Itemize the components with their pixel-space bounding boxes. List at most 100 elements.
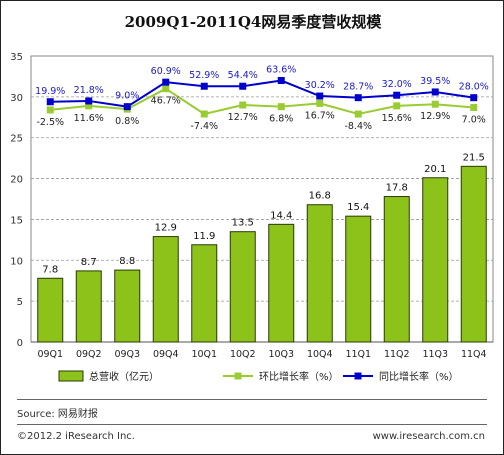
yoy-label: 60.9% bbox=[151, 66, 181, 77]
qoq-marker bbox=[354, 110, 362, 118]
yoy-label: 28.7% bbox=[343, 82, 373, 93]
footer-divider-bottom bbox=[17, 424, 487, 425]
y-tick-label: 30 bbox=[10, 93, 23, 104]
bar-value-label: 20.1 bbox=[424, 164, 446, 175]
qoq-marker bbox=[393, 102, 401, 110]
yoy-marker bbox=[277, 77, 285, 85]
yoy-marker bbox=[85, 97, 93, 105]
qoq-label: 15.6% bbox=[382, 113, 412, 124]
qoq-label: -2.5% bbox=[36, 117, 64, 128]
bar-value-label: 8.7 bbox=[81, 257, 97, 268]
source-note: Source: 网易财报 bbox=[17, 409, 98, 420]
qoq-marker bbox=[85, 102, 93, 110]
x-tick-label: 11Q3 bbox=[422, 349, 448, 360]
qoq-label: 7.0% bbox=[462, 114, 486, 125]
yoy-label: 32.0% bbox=[382, 79, 412, 90]
bar-value-label: 12.9 bbox=[155, 223, 177, 234]
bar-value-label: 13.5 bbox=[232, 218, 254, 229]
qoq-marker bbox=[277, 103, 285, 111]
x-tick-label: 09Q4 bbox=[153, 349, 179, 360]
bar bbox=[383, 196, 410, 343]
qoq-label: 6.8% bbox=[269, 114, 293, 125]
yoy-label: 19.9% bbox=[35, 86, 65, 97]
copyright-text: ©2012.2 iResearch Inc. bbox=[17, 431, 135, 442]
bar bbox=[422, 177, 449, 343]
yoy-marker bbox=[431, 88, 439, 96]
legend-marker-yoy bbox=[354, 372, 362, 380]
bar bbox=[229, 231, 256, 343]
bar bbox=[460, 165, 487, 343]
x-tick-label: 10Q1 bbox=[191, 349, 217, 360]
y-tick-label: 10 bbox=[10, 256, 23, 267]
bar bbox=[306, 204, 333, 343]
legend-label-revenue: 总营收（亿元） bbox=[89, 370, 159, 383]
yoy-label: 30.2% bbox=[305, 80, 335, 91]
qoq-marker bbox=[470, 103, 478, 111]
qoq-label: -8.4% bbox=[344, 121, 372, 132]
qoq-label: 12.9% bbox=[420, 111, 450, 122]
bar-value-label: 15.4 bbox=[347, 202, 369, 213]
qoq-marker bbox=[239, 101, 247, 109]
qoq-label: 0.8% bbox=[115, 116, 139, 127]
yoy-label: 9.0% bbox=[115, 91, 139, 102]
yoy-marker bbox=[393, 91, 401, 99]
yoy-label: 52.9% bbox=[189, 70, 219, 81]
qoq-line bbox=[50, 87, 474, 116]
qoq-marker bbox=[200, 110, 208, 118]
y-tick-label: 15 bbox=[10, 215, 23, 226]
x-tick-label: 10Q3 bbox=[268, 349, 294, 360]
yoy-marker bbox=[239, 82, 247, 90]
bar-value-label: 17.8 bbox=[386, 183, 408, 194]
yoy-marker bbox=[123, 103, 131, 111]
website-text: www.iresearch.com.cn bbox=[372, 431, 485, 442]
y-tick-label: 25 bbox=[10, 134, 23, 145]
bar bbox=[268, 223, 295, 343]
x-tick-label: 11Q4 bbox=[461, 349, 487, 360]
bar bbox=[37, 277, 64, 343]
bar-value-label: 16.8 bbox=[309, 191, 331, 202]
bar bbox=[75, 270, 102, 343]
chart-plot: 0 5 10 15 20 25 30 35 09Q1 09Q2 09Q3 09Q4 10Q1 10Q2 10… bbox=[10, 52, 494, 383]
legend-label-qoq: 环比增长率（%） bbox=[259, 370, 339, 383]
x-tick-label: 11Q1 bbox=[345, 349, 371, 360]
bar-value-label: 21.5 bbox=[463, 152, 485, 163]
yoy-marker bbox=[200, 82, 208, 90]
qoq-label: 16.7% bbox=[305, 110, 335, 121]
bar-value-label: 7.8 bbox=[42, 264, 58, 275]
x-tick-label: 10Q2 bbox=[230, 349, 256, 360]
legend-label-yoy: 同比增长率（%） bbox=[379, 370, 459, 383]
yoy-marker bbox=[316, 92, 324, 100]
x-tick-label: 09Q2 bbox=[76, 349, 102, 360]
bar bbox=[114, 269, 141, 343]
y-tick-label: 0 bbox=[17, 338, 23, 349]
yoy-label: 21.8% bbox=[74, 85, 104, 96]
qoq-label: -7.4% bbox=[190, 121, 218, 132]
bar-value-label: 8.8 bbox=[119, 256, 135, 267]
x-tick-label: 10Q4 bbox=[307, 349, 333, 360]
bar-value-label: 11.9 bbox=[193, 231, 215, 242]
qoq-marker bbox=[316, 99, 324, 107]
yoy-label: 63.6% bbox=[266, 65, 296, 76]
yoy-marker bbox=[354, 94, 362, 102]
qoq-label: 11.6% bbox=[74, 113, 104, 124]
qoq-marker bbox=[431, 100, 439, 108]
qoq-marker bbox=[162, 85, 170, 93]
yoy-marker bbox=[162, 78, 170, 86]
bar-value-label: 14.4 bbox=[270, 210, 292, 221]
x-tick-label: 09Q1 bbox=[37, 349, 63, 360]
x-tick-label: 11Q2 bbox=[384, 349, 410, 360]
legend-marker-qoq bbox=[234, 372, 242, 380]
qoq-label: 46.7% bbox=[151, 96, 181, 107]
footer-divider-top bbox=[17, 399, 487, 400]
yoy-label: 28.0% bbox=[459, 82, 489, 93]
yoy-line bbox=[50, 79, 474, 108]
y-tick-label: 20 bbox=[10, 175, 23, 186]
yoy-marker bbox=[470, 94, 478, 102]
x-tick-label: 09Q3 bbox=[114, 349, 140, 360]
yoy-label: 39.5% bbox=[420, 76, 450, 87]
legend-swatch-revenue bbox=[58, 370, 84, 382]
chart-title: 2009Q1-2011Q4网易季度营收规模 bbox=[124, 13, 382, 31]
bar bbox=[345, 215, 372, 343]
bar bbox=[191, 244, 218, 343]
